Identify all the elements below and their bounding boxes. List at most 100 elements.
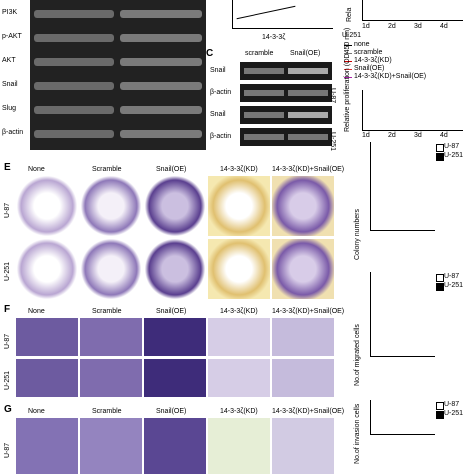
blot-band [240,106,332,124]
legend-swatch [436,144,444,152]
blot-band [34,106,114,114]
blot-frame [30,0,206,150]
column-label: 14-3-3ζ(KD) [220,408,258,415]
x-tick-label: 2d [388,132,396,139]
micrograph [208,239,270,299]
panel-letter: G [4,404,12,415]
legend-label: U-251 [444,410,464,417]
column-label: 14-3-3ζ(KD) [220,308,258,315]
band [288,134,328,140]
band [244,68,284,74]
column-label: None [28,308,45,315]
legend-label: U-87 [444,273,460,280]
column-label: Scramble [92,308,122,315]
blot-band [120,82,202,90]
blot-band [34,58,114,66]
micrograph [208,176,270,236]
cell-label: U-251 [342,32,362,39]
plot-axes [370,142,435,231]
legend-line [344,45,352,46]
micrograph [144,239,206,299]
micrograph [144,418,206,474]
plot-axes [362,90,463,131]
micrograph [144,176,206,236]
row-label: U-87 [4,202,11,218]
band [244,90,284,96]
x-tick-label: 1d [362,132,370,139]
x-tick-label: 2d [388,23,396,30]
row-label: Snail [210,111,226,118]
scatter-axes [232,0,333,29]
micrograph [272,318,334,356]
band [288,68,328,74]
legend-label: 14-3-3ζ(KD)+Snail(OE) [354,73,427,80]
legend-line [344,69,352,70]
micrograph [208,318,270,356]
legend-label: U-251 [444,282,464,289]
legend-label: 14-3-3ζ(KD) [354,57,392,64]
axis-label: Relative proliferation (OD450 nm) [344,27,351,132]
micrograph [80,418,142,474]
column-label: Snail(OE) [156,308,187,315]
column-label: None [28,408,45,415]
legend-swatch [436,411,444,419]
column-label: 14-3-3ζ(KD) [220,166,258,173]
blot-band [120,106,202,114]
plot-axes [370,400,435,435]
micrograph [208,359,270,397]
legend-label: Snail(OE) [354,65,385,72]
blot-band [34,130,114,138]
blot-band [240,62,332,80]
x-tick-label: 1d [362,23,370,30]
micrograph [80,318,142,356]
blot-label: p-AKT [2,33,22,40]
column-label: scramble [245,50,274,57]
row-label: Snail [210,67,226,74]
axis-label: No.of migrated cells [354,324,361,386]
column-label: Snail(OE) [156,166,187,173]
micrograph [16,418,78,474]
blot-label: Snail [2,81,18,88]
micrograph [272,239,334,299]
blot-band [120,34,202,42]
column-label: Snail(OE) [290,50,321,57]
micrograph [208,418,270,474]
legend-label: U-251 [444,152,464,159]
row-label: U-251 [4,370,11,390]
row-label: U-251 [4,261,11,281]
blot-band [240,128,332,146]
row-label: U-87 [4,442,11,458]
plot-axes [370,272,435,357]
micrograph [80,359,142,397]
panel-letter: C [206,48,214,59]
x-tick-label: 4d [440,132,448,139]
column-label: Scramble [92,166,122,173]
legend-line [344,77,352,78]
legend-swatch [436,274,444,282]
micrograph [272,359,334,397]
blot-band [120,130,202,138]
legend-swatch [436,153,444,161]
blot-band [34,10,114,18]
blot-band [240,84,332,102]
column-label: 14-3-3ζ(KD)+Snail(OE) [272,408,345,415]
legend-label: U-87 [444,401,460,408]
blot-band [120,10,202,18]
micrograph [16,359,78,397]
legend-line [344,53,352,54]
legend-line [344,61,352,62]
column-label: 14-3-3ζ(KD)+Snail(OE) [272,166,345,173]
x-tick-label: 3d [414,132,422,139]
micrograph [272,176,334,236]
blot-label: PI3K [2,9,18,16]
micrograph [144,318,206,356]
blot-band [34,82,114,90]
legend-swatch [436,283,444,291]
cell-label: U-87 [329,88,336,104]
scatter-x-label: 14-3-3ζ [262,34,286,41]
blot-band [34,34,114,42]
micrograph [80,239,142,299]
axis-label: Colony numbers [354,209,361,260]
x-tick-label: 3d [414,23,422,30]
